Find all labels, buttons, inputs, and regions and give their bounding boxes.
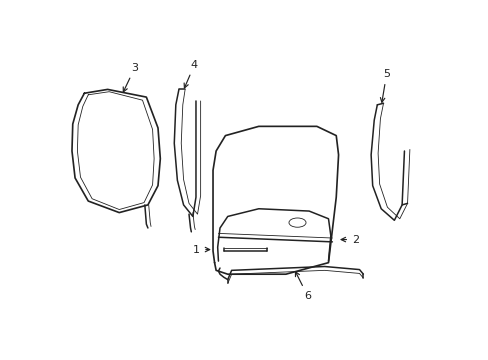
Text: 4: 4: [184, 60, 198, 88]
Text: 6: 6: [295, 272, 310, 301]
Text: 3: 3: [123, 63, 138, 92]
Text: 2: 2: [341, 235, 359, 244]
Text: 5: 5: [380, 69, 389, 102]
Text: 1: 1: [193, 244, 209, 255]
